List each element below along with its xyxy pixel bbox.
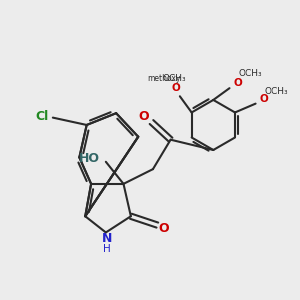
Text: methoxy: methoxy xyxy=(147,74,180,83)
Text: O: O xyxy=(260,94,268,104)
Text: O: O xyxy=(171,83,180,93)
Text: OCH₃: OCH₃ xyxy=(265,87,289,96)
Text: HO: HO xyxy=(79,152,100,165)
Text: Cl: Cl xyxy=(35,110,48,123)
Text: H: H xyxy=(103,244,111,254)
Text: O: O xyxy=(233,78,242,88)
Text: OCH₃: OCH₃ xyxy=(239,69,262,78)
Text: O: O xyxy=(158,221,169,235)
Text: N: N xyxy=(102,232,112,245)
Text: O: O xyxy=(138,110,148,123)
Text: OCH₃: OCH₃ xyxy=(162,74,186,82)
